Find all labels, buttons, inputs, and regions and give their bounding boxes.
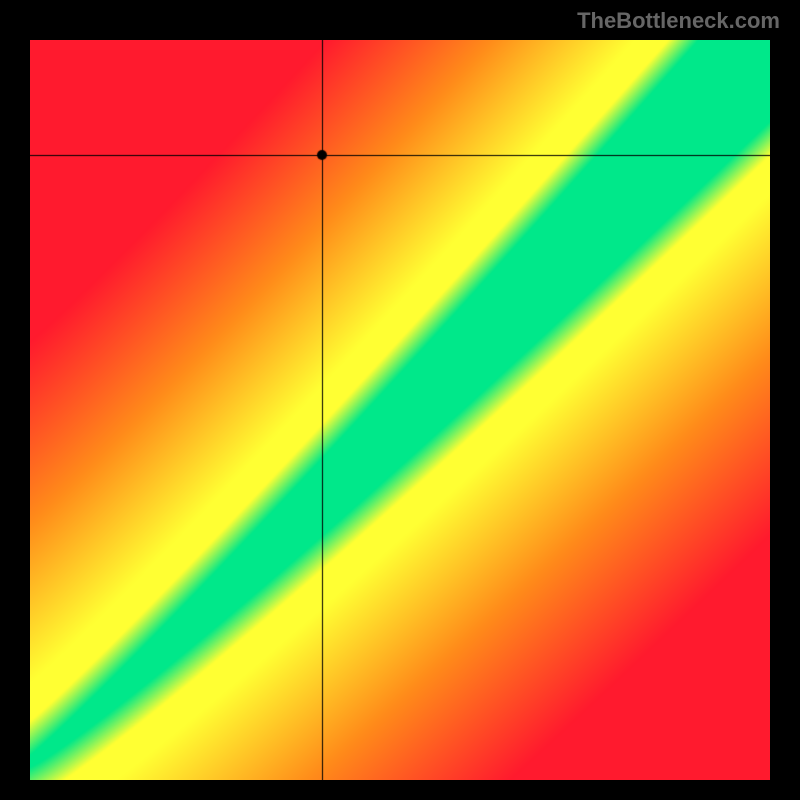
watermark-text: TheBottleneck.com: [577, 8, 780, 34]
bottleneck-heatmap: [30, 40, 770, 780]
heatmap-canvas: [30, 40, 770, 780]
